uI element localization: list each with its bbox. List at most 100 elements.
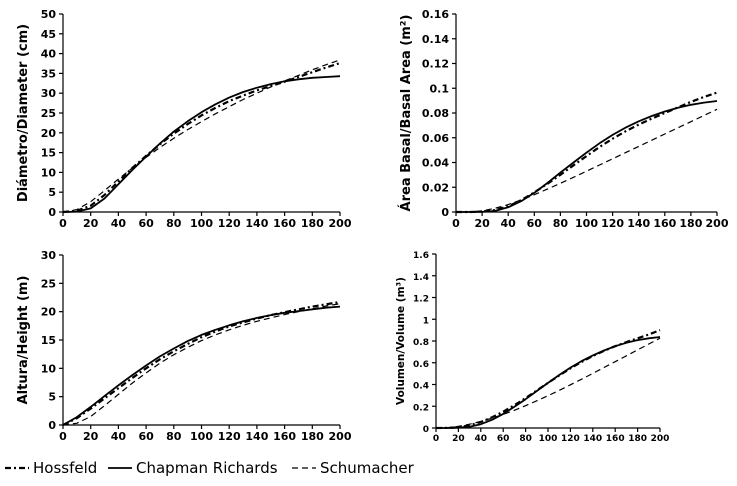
y-tick-label: 0.16 — [422, 8, 449, 21]
volume-chart: 0 0.2 0.4 0.6 0.8 1 1.2 1.4 1.6 0 20 40 60 80 100 120 14… — [395, 251, 669, 444]
series-line-schumacher — [62, 303, 341, 426]
x-tick-label: 20 — [474, 217, 490, 230]
y-axis-label: Área Basal/Basal Area (m²) — [398, 15, 414, 212]
x-tick-label: 20 — [452, 434, 465, 444]
x-tick-label: 60 — [138, 430, 154, 443]
x-tick-label: 0 — [59, 430, 67, 443]
x-tick-label: 0 — [433, 434, 439, 444]
y-tick-label: 45 — [41, 28, 56, 41]
y-tick-label: 0.12 — [422, 58, 449, 71]
y-tick-label: 1.2 — [413, 295, 429, 305]
y-tick-label: 0 — [48, 419, 56, 432]
x-tick-label: 200 — [706, 217, 729, 230]
x-tick-label: 160 — [273, 217, 296, 230]
y-tick-label: 0.08 — [422, 107, 449, 120]
y-tick-label: 25 — [41, 277, 56, 290]
y-tick-label: 1.6 — [413, 251, 429, 261]
x-tick-label: 80 — [553, 217, 569, 230]
y-axis-label: Volumen/Volume (m³) — [395, 277, 407, 405]
x-tick-label: 200 — [329, 430, 352, 443]
y-tick-label: 0.2 — [413, 403, 429, 413]
y-tick-label: 20 — [41, 127, 57, 140]
y-tick-label: 5 — [48, 391, 56, 404]
x-tick-label: 100 — [575, 217, 598, 230]
x-tick-label: 0 — [59, 217, 67, 230]
x-tick-label: 60 — [138, 217, 154, 230]
y-axis-label: Altura/Height (m) — [16, 276, 31, 405]
y-tick-label: 25 — [41, 107, 56, 120]
y-tick-label: 0.06 — [422, 132, 449, 145]
x-tick-label: 40 — [475, 434, 488, 444]
series-line-chapman-richards — [456, 100, 718, 213]
series-line-chapman-richards — [62, 305, 341, 426]
y-tick-label: 0.04 — [422, 157, 449, 170]
legend: Hossfeld Chapman Richards Schumacher — [5, 459, 415, 477]
x-tick-label: 120 — [218, 217, 241, 230]
y-tick-label: 30 — [41, 87, 57, 100]
x-tick-label: 160 — [653, 217, 676, 230]
x-tick-label: 20 — [83, 217, 99, 230]
height-chart: 0 5 10 15 20 25 30 0 20 40 60 80 100 120 140 160 180 200 A… — [16, 249, 352, 443]
x-tick-label: 180 — [628, 434, 647, 444]
x-tick-label: 40 — [111, 217, 127, 230]
series-line-chapman-richards — [436, 336, 661, 429]
x-tick-label: 80 — [166, 430, 182, 443]
x-tick-label: 120 — [601, 217, 624, 230]
x-tick-label: 140 — [245, 217, 268, 230]
y-tick-label: 0.14 — [422, 33, 449, 46]
x-tick-label: 80 — [519, 434, 532, 444]
x-tick-label: 0 — [452, 217, 460, 230]
y-tick-label: 40 — [41, 48, 57, 61]
y-tick-label: 0.1 — [430, 82, 450, 95]
x-tick-label: 100 — [190, 430, 213, 443]
y-tick-label: 35 — [41, 67, 56, 80]
x-tick-label: 120 — [218, 430, 241, 443]
legend-label: Chapman Richards — [136, 459, 278, 477]
x-tick-label: 40 — [111, 430, 127, 443]
series-line-schumacher — [62, 59, 341, 213]
x-tick-label: 140 — [583, 434, 602, 444]
x-tick-label: 60 — [527, 217, 543, 230]
x-tick-label: 120 — [561, 434, 580, 444]
x-tick-label: 140 — [245, 430, 268, 443]
x-tick-label: 100 — [539, 434, 558, 444]
basal-area-chart: 0 0.02 0.04 0.06 0.08 0.1 0.12 0.14 0.16 0 20 40 60 8… — [398, 8, 729, 230]
x-tick-label: 160 — [606, 434, 625, 444]
x-tick-label: 180 — [301, 430, 324, 443]
y-tick-label: 10 — [41, 166, 57, 179]
x-tick-label: 200 — [329, 217, 352, 230]
x-tick-label: 180 — [679, 217, 702, 230]
diameter-chart: 0 5 10 15 20 25 30 35 40 45 50 0 20 40 60 80 100 120 140 16… — [16, 8, 352, 230]
legend-label: Hossfeld — [33, 459, 97, 477]
y-tick-label: 0 — [423, 425, 429, 435]
x-tick-label: 40 — [501, 217, 517, 230]
y-tick-label: 50 — [41, 8, 57, 21]
series-line-schumacher — [435, 337, 661, 429]
y-tick-label: 10 — [41, 362, 57, 375]
y-tick-label: 5 — [48, 186, 56, 199]
x-tick-label: 100 — [190, 217, 213, 230]
x-tick-label: 160 — [273, 430, 296, 443]
y-tick-label: 30 — [41, 249, 57, 262]
y-tick-label: 0 — [48, 206, 56, 219]
x-tick-label: 60 — [497, 434, 510, 444]
legend-label: Schumacher — [320, 459, 415, 477]
y-tick-label: 15 — [41, 147, 56, 160]
y-tick-label: 0.8 — [413, 338, 429, 348]
series-line-hossfeld — [62, 300, 341, 426]
y-tick-label: 1.4 — [413, 273, 429, 283]
series-line-schumacher — [455, 108, 718, 213]
series-line-chapman-richards — [62, 75, 341, 213]
y-tick-label: 0.02 — [422, 181, 449, 194]
y-tick-label: 0.6 — [413, 360, 429, 370]
y-tick-label: 0.4 — [413, 382, 429, 392]
series-line-hossfeld — [62, 62, 341, 214]
x-tick-label: 20 — [83, 430, 99, 443]
y-tick-label: 1 — [423, 316, 429, 326]
series-line-hossfeld — [435, 329, 661, 430]
x-tick-label: 200 — [651, 434, 670, 444]
y-axis-label: Diámetro/Diameter (cm) — [16, 24, 31, 202]
y-tick-label: 20 — [41, 306, 57, 319]
x-tick-label: 140 — [627, 217, 650, 230]
